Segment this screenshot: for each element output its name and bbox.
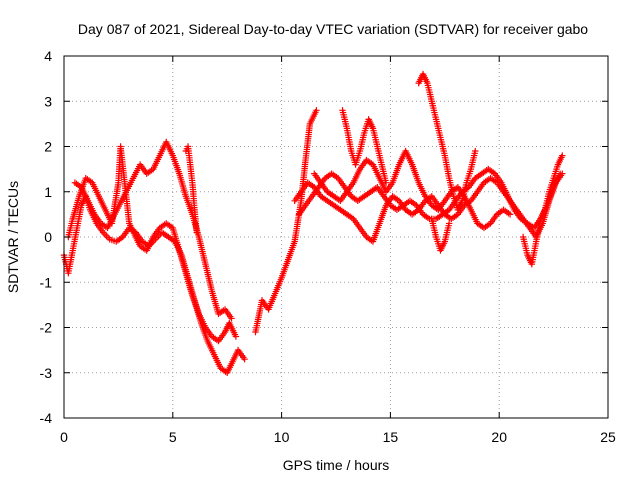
y-tick-label: -1 xyxy=(40,274,53,290)
x-tick-label: 10 xyxy=(274,429,290,445)
data-point xyxy=(241,355,248,363)
series-arc-11 xyxy=(428,215,453,254)
x-tick-label: 0 xyxy=(60,429,68,445)
series-arc-4 xyxy=(182,143,200,236)
x-tick-label: 20 xyxy=(491,429,507,445)
series-arc-6 xyxy=(291,170,566,245)
data-point xyxy=(228,315,235,322)
data-point xyxy=(445,220,453,227)
series-arc-10 xyxy=(415,70,479,214)
axis-ticks xyxy=(63,55,609,419)
series-arc-7 xyxy=(295,165,564,232)
series-arc-2 xyxy=(65,143,240,345)
data-point xyxy=(193,229,200,236)
y-tick-label: 4 xyxy=(44,48,52,64)
y-tick-label: -4 xyxy=(40,410,53,426)
series-arc-3 xyxy=(71,138,235,322)
x-tick-label: 5 xyxy=(169,429,177,445)
data-marks xyxy=(60,70,566,376)
y-axis-label: SDTVAR / TECUs xyxy=(5,181,21,293)
y-tick-label: -2 xyxy=(40,320,53,336)
y-tick-label: 2 xyxy=(44,139,52,155)
x-tick-label: 25 xyxy=(600,429,616,445)
data-point xyxy=(506,211,514,218)
x-tick-label: 15 xyxy=(383,429,399,445)
series-arc-9 xyxy=(339,107,390,186)
data-point xyxy=(559,152,566,159)
chart-title: Day 087 of 2021, Sidereal Day-to-day VTE… xyxy=(78,21,588,37)
data-point xyxy=(232,333,240,340)
series-arc-8 xyxy=(311,147,514,232)
x-axis-label: GPS time / hours xyxy=(283,457,390,473)
y-tick-labels: -4 -3 -2 -1 0 1 2 3 4 xyxy=(40,48,53,426)
y-tick-label: 0 xyxy=(44,229,52,245)
data-point xyxy=(472,147,479,155)
series-arc-12 xyxy=(519,152,566,268)
data-point xyxy=(382,179,390,186)
grid-lines xyxy=(64,56,608,418)
y-tick-label: -3 xyxy=(40,365,53,381)
data-point xyxy=(313,107,320,114)
series-arc-5 xyxy=(252,107,320,336)
series-arc-1 xyxy=(60,193,248,376)
x-tick-labels: 0 5 10 15 20 25 xyxy=(60,429,616,445)
y-tick-label: 1 xyxy=(44,184,52,200)
y-tick-label: 3 xyxy=(44,93,52,109)
